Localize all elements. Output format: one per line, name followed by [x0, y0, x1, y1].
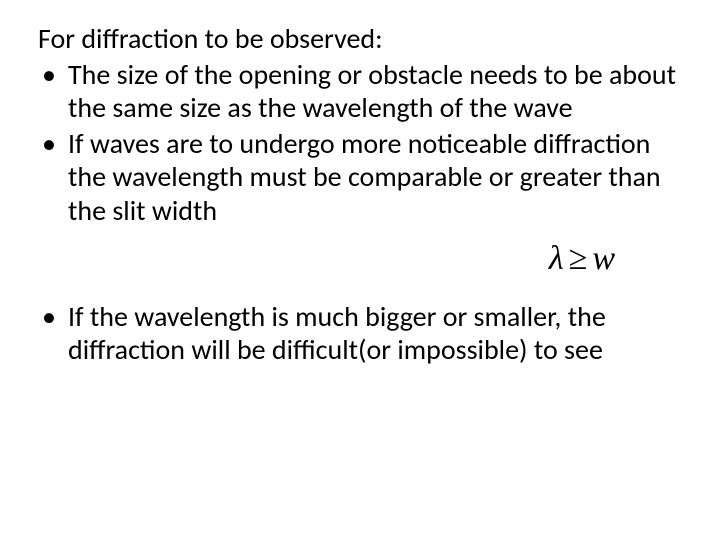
formula-lambda: λ — [549, 240, 565, 277]
bullet-item: The size of the opening or obstacle need… — [38, 58, 676, 125]
intro-line: For diffraction to be observed: — [38, 22, 676, 56]
bullet-item: If waves are to undergo more noticeable … — [38, 127, 676, 228]
bullet-list-bottom: If the wavelength is much bigger or smal… — [38, 300, 676, 367]
formula: λ≥w — [549, 240, 616, 277]
slide: For diffraction to be observed: The size… — [0, 0, 720, 540]
formula-w: w — [592, 240, 616, 277]
formula-operator: ≥ — [565, 240, 593, 277]
bullet-item: If the wavelength is much bigger or smal… — [38, 300, 676, 367]
formula-row: λ≥w — [38, 240, 676, 278]
bullet-list-top: The size of the opening or obstacle need… — [38, 58, 676, 228]
